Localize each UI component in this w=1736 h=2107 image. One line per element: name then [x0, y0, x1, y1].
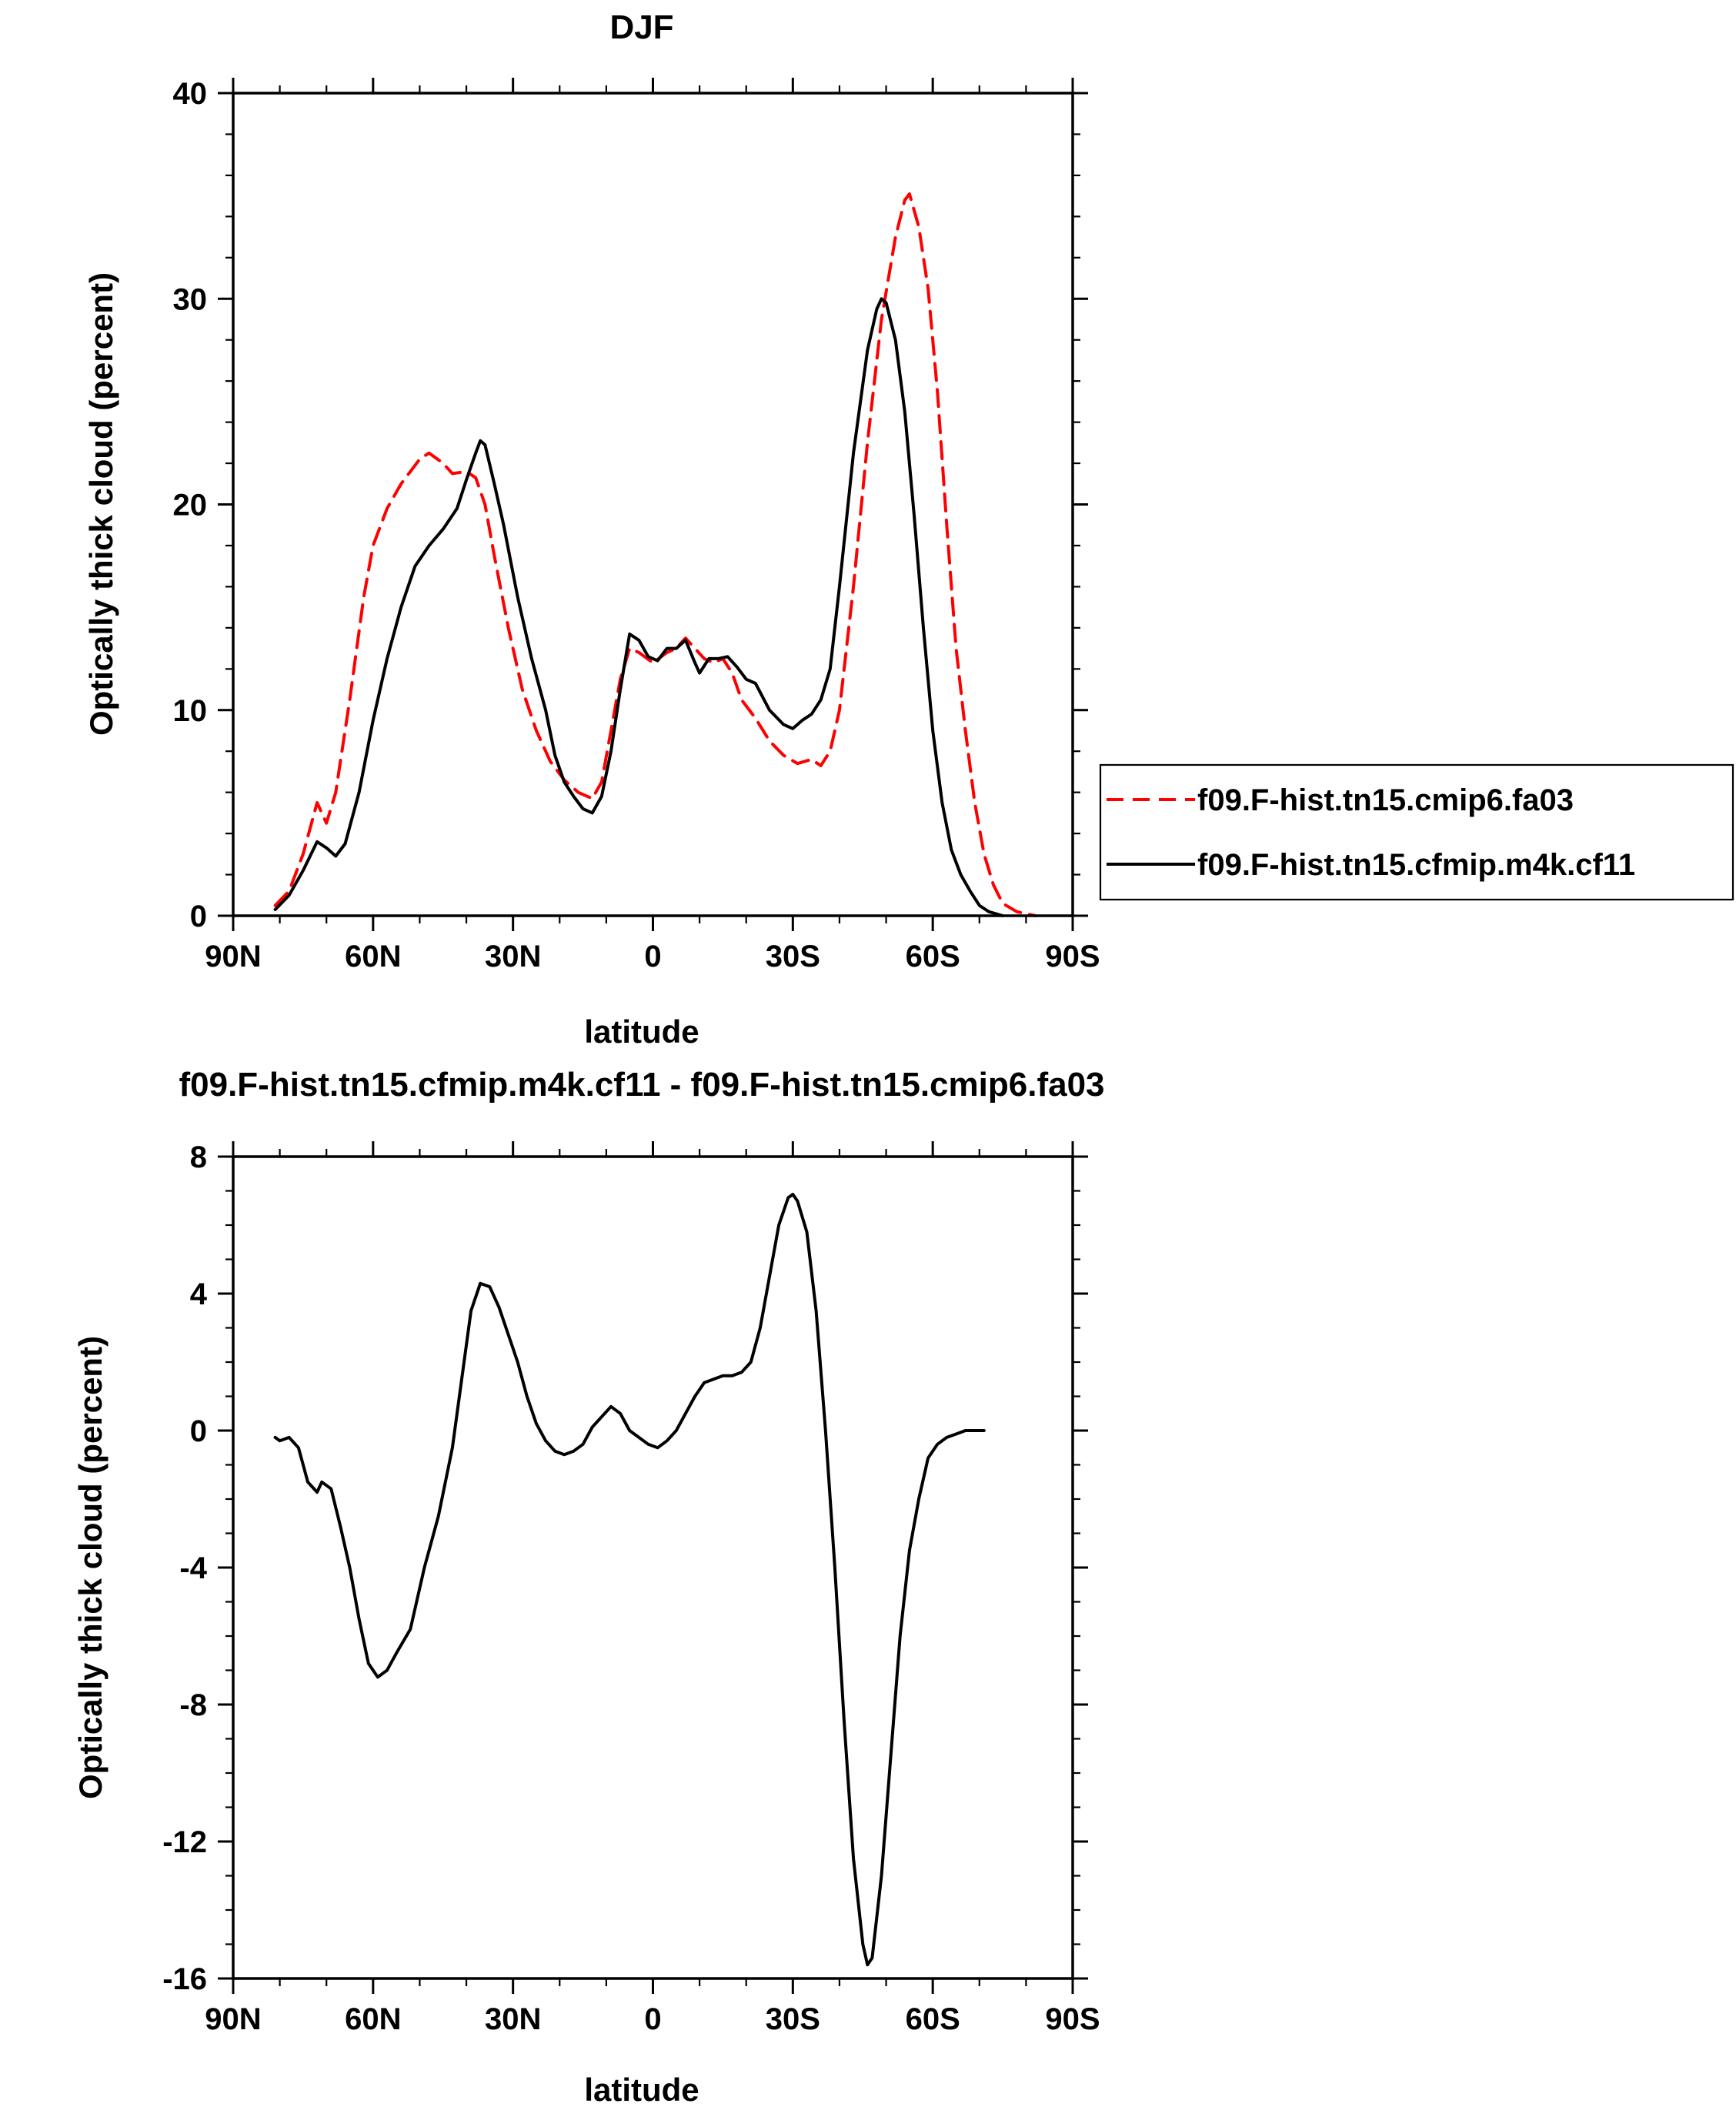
y-tick-label: 0 — [190, 900, 207, 933]
chart-djf: DJF 90N 60N 30N 0 30S 60S 90S 0 10 20 30 40 latitud… — [83, 8, 1734, 1050]
y-tick-label: 20 — [173, 489, 208, 523]
chart-difference: f09.F-hist.tn15.cfmip.m4k.cf11 - f09.F-h… — [72, 1066, 1105, 2107]
y-tick-label: 8 — [190, 1140, 207, 1174]
chart-title: f09.F-hist.tn15.cfmip.m4k.cf11 - f09.F-h… — [179, 1066, 1104, 1104]
y-tick-label: 40 — [173, 77, 208, 111]
x-tick-label: 60N — [345, 2002, 401, 2036]
x-tick-label: 30N — [485, 2002, 541, 2036]
legend-label-cf11: f09.F-hist.tn15.cfmip.m4k.cf11 — [1197, 848, 1635, 882]
x-tick-label: 30N — [485, 940, 541, 973]
series-line-1-0 — [273, 1193, 986, 1967]
x-tick-label: 60N — [345, 940, 401, 973]
x-tick-label: 0 — [644, 2002, 661, 2036]
legend-box — [1099, 763, 1734, 901]
y-tick-label: -8 — [179, 1688, 207, 1722]
chart-title: DJF — [609, 8, 673, 46]
series-line-0-0 — [273, 192, 1037, 917]
x-tick-label: 30S — [766, 2002, 820, 2036]
x-axis-label: latitude — [584, 2072, 699, 2107]
legend: f09.F-hist.tn15.cmip6.fa03 f09.F-hist.tn… — [1099, 763, 1734, 901]
plot-frame — [232, 1155, 1074, 1980]
x-tick-label: 0 — [644, 940, 661, 973]
series-line-0-1 — [273, 297, 1005, 917]
y-tick-label: 10 — [173, 694, 208, 728]
x-tick-label: 60S — [906, 2002, 960, 2036]
y-axis-label: Optically thick cloud (percent) — [83, 272, 119, 736]
y-tick-label: 4 — [190, 1277, 208, 1311]
x-tick-label: 90N — [205, 940, 261, 973]
x-tick-label: 90N — [205, 2002, 261, 2036]
x-tick-label: 60S — [906, 940, 960, 973]
x-tick-label: 30S — [766, 940, 820, 973]
x-tick-label: 90S — [1045, 2002, 1100, 2036]
x-axis-label: latitude — [584, 1013, 699, 1050]
y-tick-label: -4 — [179, 1551, 207, 1585]
legend-label-fa03: f09.F-hist.tn15.cmip6.fa03 — [1197, 783, 1574, 817]
x-tick-label: 90S — [1045, 940, 1100, 973]
y-tick-label: -12 — [162, 1825, 207, 1859]
y-tick-label: -16 — [162, 1962, 207, 1996]
y-tick-label: 30 — [173, 282, 208, 316]
y-tick-label: 0 — [190, 1414, 207, 1448]
y-axis-label: Optically thick cloud (percent) — [72, 1336, 108, 1799]
